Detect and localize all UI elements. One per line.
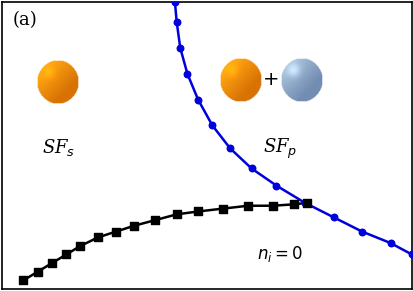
Text: SF$_p$: SF$_p$ <box>262 137 297 161</box>
Point <box>358 229 364 234</box>
Point <box>330 215 336 219</box>
Point <box>171 0 178 4</box>
Text: +: + <box>262 70 279 89</box>
Point <box>152 218 158 222</box>
Point <box>273 183 279 188</box>
Text: (a): (a) <box>12 11 37 29</box>
Point <box>219 206 226 211</box>
Point <box>176 46 183 50</box>
Point <box>386 241 393 245</box>
Point <box>173 212 180 217</box>
Text: $n_i = 0$: $n_i = 0$ <box>256 244 302 265</box>
Point <box>194 97 201 102</box>
Point <box>95 235 101 239</box>
Text: SF$_s$: SF$_s$ <box>43 137 76 158</box>
Point <box>244 203 251 208</box>
Point <box>49 261 55 265</box>
Point <box>269 203 275 208</box>
Point <box>20 278 27 283</box>
Point <box>131 223 137 228</box>
Point <box>301 200 308 205</box>
Point <box>112 229 119 234</box>
Point <box>194 209 201 214</box>
Point <box>209 123 215 128</box>
Point <box>226 146 233 151</box>
Point <box>248 166 254 171</box>
Point <box>408 252 413 257</box>
Point <box>290 202 297 207</box>
Point <box>34 269 41 274</box>
Point <box>63 252 69 257</box>
Point <box>303 200 309 205</box>
Point <box>77 244 83 248</box>
Point <box>173 20 180 24</box>
Point <box>184 72 190 76</box>
